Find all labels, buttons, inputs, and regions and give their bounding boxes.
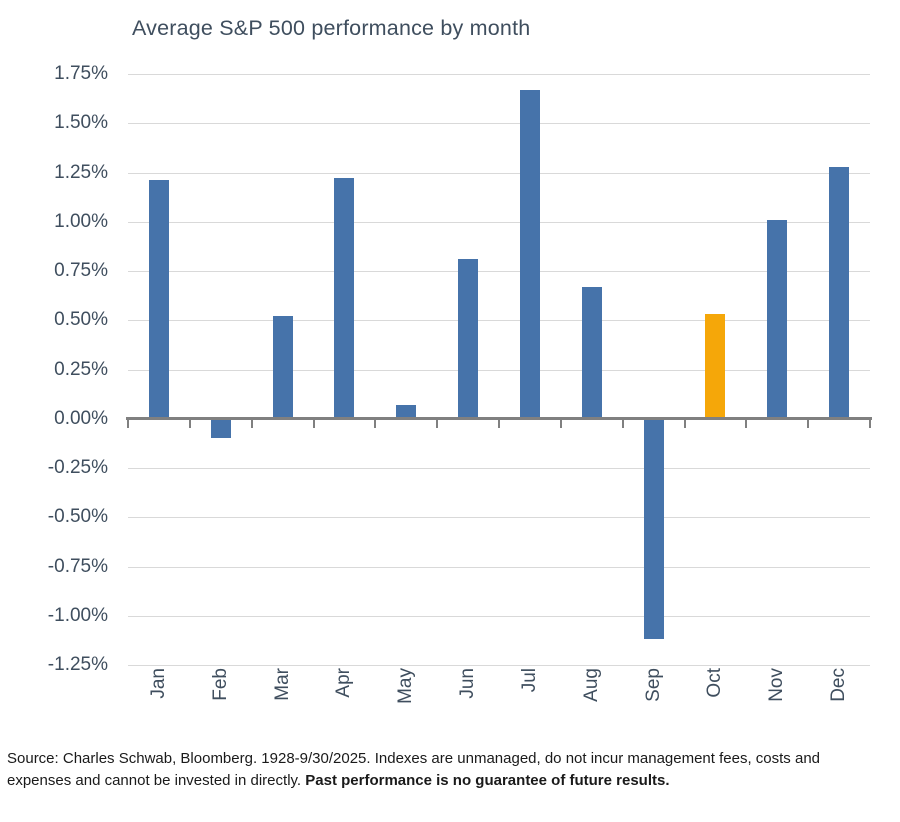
x-axis-label-may: May (395, 668, 417, 704)
y-axis-label: 0.00% (54, 407, 108, 429)
gridline (128, 221, 870, 223)
y-axis-label: -1.00% (47, 604, 108, 626)
y-axis-label: -0.25% (47, 457, 108, 478)
y-axis-label: 0.75% (54, 260, 108, 281)
x-axis-label-oct: Oct (704, 668, 726, 698)
x-axis-tick (621, 417, 624, 429)
x-axis-tick (312, 417, 315, 429)
x-axis-label-jan: Jan (147, 668, 169, 699)
x-axis-tick (869, 417, 871, 429)
x-axis-tick (807, 417, 810, 429)
bar-jan (148, 180, 169, 419)
bar-feb (210, 418, 231, 439)
x-axis-tick (498, 417, 500, 429)
source-text: Source: Charles Schwab, Bloomberg. 1928-… (7, 750, 821, 789)
bar-may (396, 405, 417, 419)
y-axis-label: 1.50% (54, 112, 108, 134)
y-axis-label: 1.00% (54, 210, 108, 232)
gridline (128, 517, 870, 519)
x-axis-label-feb: Feb (209, 668, 231, 701)
x-axis-tick (745, 417, 748, 429)
x-axis-tick (374, 417, 377, 429)
gridline (128, 615, 870, 617)
x-axis-label-jun: Jun (457, 668, 479, 699)
chart-title: Average S&P 500 performance by month (132, 16, 531, 40)
gridline (128, 271, 870, 272)
y-axis-label: 0.25% (54, 358, 108, 380)
gridline (128, 665, 870, 666)
gridline (128, 74, 870, 75)
x-axis-tick (127, 417, 129, 429)
y-axis-label: 0.50% (54, 309, 108, 331)
gridline (128, 172, 870, 174)
y-axis-label: 1.75% (54, 63, 108, 84)
bar-jul (519, 89, 540, 419)
x-axis-tick (188, 417, 191, 429)
x-axis-tick (436, 417, 439, 429)
gridline (128, 369, 870, 371)
bar-jun (458, 259, 479, 419)
x-axis-label-nov: Nov (766, 668, 788, 702)
source-footnote: Source: Charles Schwab, Bloomberg. 1928-… (7, 748, 873, 791)
bar-nov (767, 219, 788, 419)
x-axis-label-sep: Sep (642, 668, 664, 702)
bar-mar (272, 316, 293, 419)
y-axis-label: -0.75% (47, 555, 108, 577)
bar-apr (334, 178, 355, 419)
gridline (128, 468, 870, 469)
chart-plot-area: 1.75% 1.50% 1.25% 1.00% 0.75% 0.50% 0.25% 0.00%… (47, 63, 872, 704)
x-axis-tick (559, 417, 562, 429)
y-axis-label: 1.25% (54, 161, 108, 183)
x-axis-label-dec: Dec (828, 668, 850, 702)
y-axis-label: -1.25% (47, 654, 108, 675)
disclaimer-bold-text: Past performance is no guarantee of futu… (305, 771, 670, 789)
x-axis-label-aug: Aug (580, 668, 602, 702)
bar-aug (581, 286, 602, 419)
gridline (128, 320, 870, 322)
x-axis-tick (250, 417, 253, 429)
x-axis-label-jul: Jul (518, 668, 540, 693)
bar-dec (829, 166, 850, 419)
x-axis-label-apr: Apr (333, 668, 355, 698)
gridline (128, 123, 870, 125)
gridline (128, 566, 870, 568)
x-axis-label-mar: Mar (271, 668, 293, 701)
y-axis-label: -0.50% (47, 506, 108, 528)
bar-oct (705, 314, 726, 419)
x-axis-tick (683, 417, 686, 429)
bar-sep (643, 418, 664, 640)
